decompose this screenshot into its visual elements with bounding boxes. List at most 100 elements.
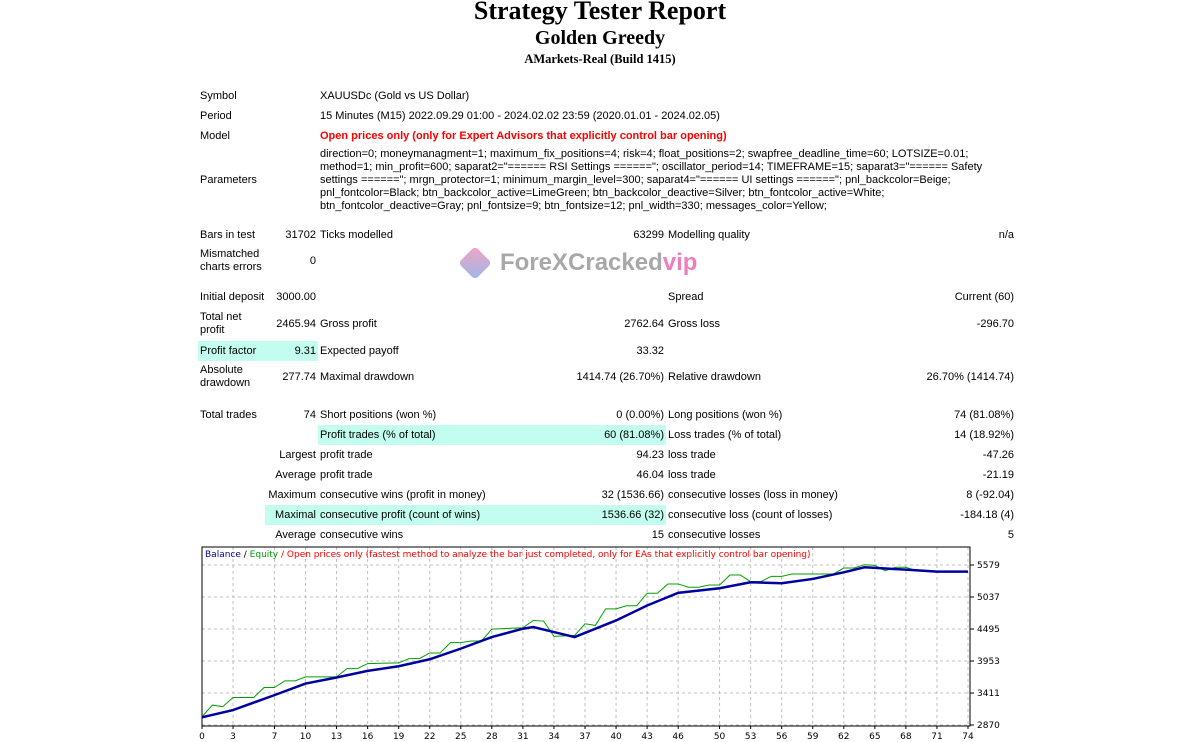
x-tick-label: 40 bbox=[610, 732, 622, 742]
largest-profit-label: profit trade bbox=[320, 448, 373, 461]
long-value: 74 (81.08%) bbox=[954, 408, 1014, 421]
net-profit-label: Total net profit bbox=[200, 311, 242, 336]
payoff-label: Expected payoff bbox=[320, 344, 399, 357]
average-consecutive-label: Average bbox=[275, 528, 316, 541]
x-tick-label: 13 bbox=[331, 732, 342, 742]
max-drawdown-value: 1414.74 (26.70%) bbox=[576, 370, 664, 383]
largest-loss-label: loss trade bbox=[668, 448, 716, 461]
short-label: Short positions (won %) bbox=[320, 408, 437, 421]
profit-trades-label: Profit trades (% of total) bbox=[318, 425, 520, 445]
x-tick-label: 74 bbox=[962, 732, 974, 742]
x-tick-label: 50 bbox=[714, 732, 726, 742]
x-tick-label: 28 bbox=[486, 732, 498, 742]
y-tick-label: 4495 bbox=[977, 625, 1000, 635]
max-losses-value: 8 (-92.04) bbox=[966, 488, 1014, 501]
results-table: Bars in test 31702 Ticks modelled 63299 Mode… bbox=[198, 225, 1016, 545]
quality-label: Modelling quality bbox=[668, 228, 750, 241]
total-trades-value: 74 bbox=[303, 408, 316, 421]
bars-value: 31702 bbox=[285, 228, 316, 241]
maximal-loss-label: consecutive loss (count of losses) bbox=[668, 508, 833, 521]
loss-trades-label: Loss trades (% of total) bbox=[668, 428, 782, 441]
x-tick-label: 43 bbox=[641, 732, 652, 742]
x-tick-label: 31 bbox=[517, 732, 528, 742]
server-build: AMarkets-Real (Build 1415) bbox=[524, 52, 676, 66]
x-tick-label: 53 bbox=[745, 732, 756, 742]
largest-loss-value: -47.26 bbox=[982, 448, 1014, 461]
avg-wins-value: 15 bbox=[651, 528, 664, 541]
largest-profit-value: 94.23 bbox=[636, 448, 664, 461]
max-wins-label: consecutive wins (profit in money) bbox=[320, 488, 486, 501]
x-tick-label: 22 bbox=[424, 732, 435, 742]
mismatch-value: 0 bbox=[309, 254, 316, 267]
balance-equity-chart: Balance / Equity / Open prices only (fas… bbox=[199, 546, 1000, 742]
x-tick-label: 0 bbox=[199, 732, 205, 742]
bars-label: Bars in test bbox=[200, 228, 256, 241]
maximal-profit-value: 1536.66 (32) bbox=[520, 505, 666, 525]
maximum-label: Maximum bbox=[268, 488, 316, 501]
legend-balance: Balance bbox=[205, 550, 241, 560]
model-label: Model bbox=[200, 129, 230, 142]
x-tick-label: 25 bbox=[455, 732, 466, 742]
payoff-value: 33.32 bbox=[636, 344, 664, 357]
gross-profit-label: Gross profit bbox=[320, 317, 377, 330]
profit-trades-value: 60 (81.08%) bbox=[520, 425, 666, 445]
x-tick-label: 3 bbox=[230, 732, 236, 742]
profit-factor-label: Profit factor bbox=[198, 341, 265, 361]
avg-losses-value: 5 bbox=[1007, 528, 1014, 541]
x-tick-label: 68 bbox=[900, 732, 912, 742]
profit-factor-value: 9.31 bbox=[265, 341, 318, 361]
loss-trades-value: 14 (18.92%) bbox=[954, 428, 1014, 441]
x-tick-label: 34 bbox=[548, 732, 560, 742]
watermark: ForeXCrackedvip bbox=[458, 246, 697, 280]
average-label: Average bbox=[275, 468, 316, 481]
model-value: Open prices only (only for Expert Adviso… bbox=[320, 129, 727, 142]
y-tick-label: 3953 bbox=[977, 657, 1000, 667]
avg-loss-value: -21.19 bbox=[982, 468, 1014, 481]
period-value: 15 Minutes (M15) 2022.09.29 01:00 - 2024… bbox=[320, 109, 720, 122]
y-tick-label: 5037 bbox=[977, 593, 1000, 603]
quality-value: n/a bbox=[998, 228, 1014, 241]
avg-profit-value: 46.04 bbox=[636, 468, 664, 481]
ticks-label: Ticks modelled bbox=[320, 228, 393, 241]
legend-equity: Equity bbox=[250, 550, 279, 560]
y-tick-label: 3411 bbox=[977, 689, 1000, 699]
x-tick-label: 19 bbox=[393, 732, 405, 742]
x-tick-label: 71 bbox=[931, 732, 942, 742]
maximal-loss-value: -184.18 (4) bbox=[960, 508, 1014, 521]
gross-profit-value: 2762.64 bbox=[624, 317, 664, 330]
deposit-label: Initial deposit bbox=[200, 290, 265, 303]
largest-label: Largest bbox=[279, 448, 316, 461]
spread-value: Current (60) bbox=[954, 290, 1014, 303]
watermark-suffix: vip bbox=[662, 249, 698, 276]
ticks-value: 63299 bbox=[633, 228, 664, 241]
abs-drawdown-value: 277.74 bbox=[282, 370, 316, 383]
spread-label: Spread bbox=[668, 290, 704, 303]
parameters-value: direction=0; moneymanagment=1; maximum_f… bbox=[320, 148, 983, 212]
balance-line bbox=[201, 566, 968, 719]
watermark-logo-icon bbox=[458, 246, 492, 280]
x-tick-label: 37 bbox=[579, 732, 590, 742]
plot-frame bbox=[201, 546, 971, 727]
parameters-label: Parameters bbox=[200, 174, 257, 186]
avg-profit-label: profit trade bbox=[320, 468, 373, 481]
symbol-value: XAUUSDc (Gold vs US Dollar) bbox=[320, 89, 470, 102]
x-tick-label: 46 bbox=[672, 732, 684, 742]
x-tick-label: 10 bbox=[300, 732, 312, 742]
equity-line bbox=[201, 564, 969, 718]
x-tick-label: 16 bbox=[362, 732, 374, 742]
report-title: Strategy Tester Report bbox=[473, 0, 727, 25]
period-label: Period bbox=[200, 109, 232, 122]
gross-loss-value: -296.70 bbox=[976, 317, 1014, 330]
x-tick-label: 59 bbox=[807, 732, 819, 742]
x-tick-label: 62 bbox=[838, 732, 849, 742]
x-tick-label: 65 bbox=[869, 732, 880, 742]
expert-name: Golden Greedy bbox=[534, 27, 666, 49]
avg-loss-label: loss trade bbox=[668, 468, 716, 481]
abs-drawdown-label: Absolute drawdown bbox=[200, 364, 251, 389]
long-label: Long positions (won %) bbox=[668, 408, 783, 421]
gross-loss-label: Gross loss bbox=[668, 317, 720, 330]
x-tick-label: 56 bbox=[776, 732, 788, 742]
y-tick-label: 5579 bbox=[977, 561, 1000, 571]
maximal-label: Maximal bbox=[265, 505, 318, 525]
settings-table: Symbol XAUUSDc (Gold vs US Dollar) Period… bbox=[198, 86, 1016, 215]
